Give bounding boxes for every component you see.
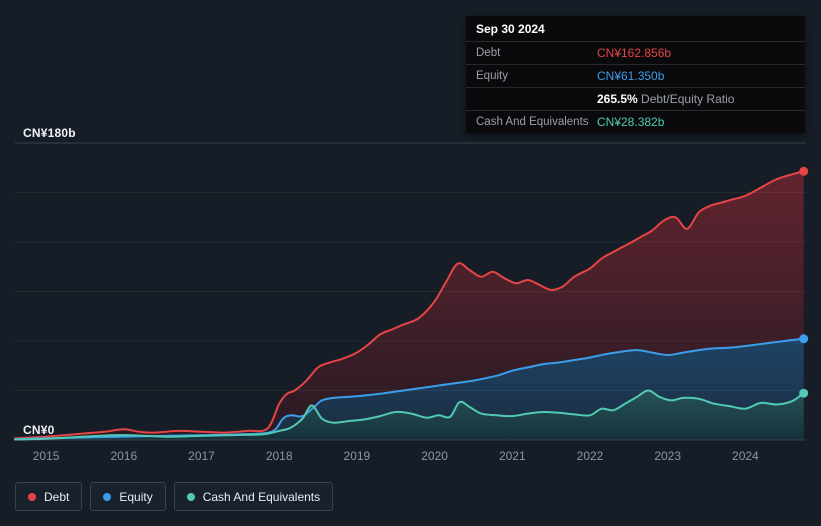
- chart-legend: Debt Equity Cash And Equivalents: [15, 482, 334, 511]
- x-axis-tick-2020: 2020: [421, 449, 448, 463]
- endpoint-marker-debt[interactable]: [799, 166, 809, 176]
- tooltip-equity-label: Equity: [476, 70, 508, 82]
- x-axis-tick-2018: 2018: [265, 449, 293, 463]
- x-axis-tick-2019: 2019: [343, 449, 371, 463]
- x-axis-tick-2015: 2015: [32, 449, 60, 463]
- chart-tooltip: Sep 30 2024 Debt CN¥162.856b Equity CN¥6…: [466, 16, 805, 133]
- debt-series-dot-icon: [28, 492, 36, 501]
- tooltip-date: Sep 30 2024: [476, 22, 545, 36]
- x-axis-tick-2021: 2021: [498, 449, 526, 463]
- x-axis-tick-2023: 2023: [654, 449, 682, 463]
- tooltip-ratio-number: 265.5%: [597, 92, 638, 106]
- tooltip-ratio-value: 265.5% Debt/Equity Ratio: [597, 92, 734, 106]
- area-2: [15, 390, 804, 440]
- legend-equity-label: Equity: [119, 489, 153, 504]
- x-axis-tick-2016: 2016: [110, 449, 138, 463]
- tooltip-debt-row: Debt CN¥162.856b: [466, 41, 805, 64]
- y-axis-label-zero: CN¥0: [23, 423, 55, 437]
- equity-series-dot-icon: [103, 492, 112, 501]
- line-cash-and-equivalents: [14, 389, 805, 441]
- tooltip-ratio-label: Debt/Equity Ratio: [641, 92, 735, 106]
- tooltip-debt-value: CN¥162.856b: [597, 46, 672, 60]
- endpoint-marker-cash-and-equivalents[interactable]: [799, 388, 809, 398]
- endpoint-marker-equity[interactable]: [799, 334, 809, 344]
- tooltip-cash-value: CN¥28.382b: [597, 115, 665, 129]
- x-axis-tick-2017: 2017: [188, 449, 215, 463]
- tooltip-cash-label: Cash And Equivalents: [476, 116, 589, 128]
- line-debt: [14, 170, 805, 440]
- x-axis: 2015 2016 2017 2018 2019 2020 2021 2022 2023 2024: [0, 449, 821, 465]
- legend-item-equity[interactable]: Equity: [90, 482, 166, 511]
- tooltip-equity-value: CN¥61.350b: [597, 69, 665, 83]
- legend-cash-label: Cash And Equivalents: [202, 489, 321, 504]
- legend-item-cash[interactable]: Cash And Equivalents: [173, 482, 334, 511]
- legend-debt-label: Debt: [44, 489, 70, 504]
- x-axis-tick-2024: 2024: [732, 449, 759, 463]
- cash-series-dot-icon: [186, 492, 195, 501]
- legend-item-debt[interactable]: Debt: [15, 482, 83, 511]
- x-axis-tick-2022: 2022: [576, 449, 604, 463]
- tooltip-equity-row: Equity CN¥61.350b: [466, 64, 805, 87]
- tooltip-ratio-row: 265.5% Debt/Equity Ratio: [466, 87, 805, 110]
- tooltip-debt-label: Debt: [476, 47, 501, 59]
- tooltip-cash-row: Cash And Equivalents CN¥28.382b: [466, 110, 805, 133]
- y-axis-label-max: CN¥180b: [23, 126, 76, 140]
